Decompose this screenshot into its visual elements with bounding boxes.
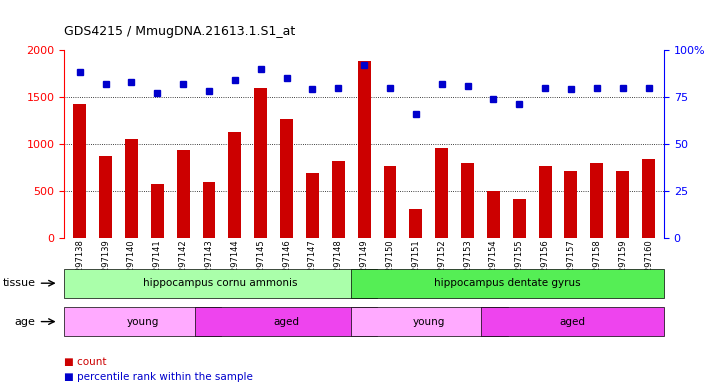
Bar [487, 191, 500, 238]
Text: GDS4215 / MmugDNA.21613.1.S1_at: GDS4215 / MmugDNA.21613.1.S1_at [64, 25, 296, 38]
Text: young: young [126, 316, 159, 327]
Text: ■ count: ■ count [64, 357, 107, 367]
Text: age: age [15, 316, 36, 327]
Bar [383, 166, 396, 238]
Bar [125, 139, 138, 238]
Bar [538, 166, 551, 238]
Text: aged: aged [560, 316, 585, 327]
Bar [306, 173, 319, 238]
Text: aged: aged [273, 316, 299, 327]
Bar [358, 61, 371, 238]
Text: hippocampus dentate gyrus: hippocampus dentate gyrus [434, 278, 581, 288]
Text: young: young [413, 316, 446, 327]
Bar [203, 182, 216, 238]
Bar [74, 104, 86, 238]
Text: ■ percentile rank within the sample: ■ percentile rank within the sample [64, 372, 253, 382]
Bar [176, 150, 190, 238]
Bar [642, 159, 655, 238]
Bar [565, 171, 578, 238]
Bar [280, 119, 293, 238]
Text: tissue: tissue [3, 278, 36, 288]
Bar [409, 209, 422, 238]
Bar [616, 171, 629, 238]
Bar [513, 199, 526, 238]
Bar [254, 88, 267, 238]
Bar [151, 184, 164, 238]
Bar [332, 161, 345, 238]
Bar [461, 163, 474, 238]
Bar [436, 148, 448, 238]
Bar [228, 132, 241, 238]
Bar [99, 156, 112, 238]
Bar [590, 163, 603, 238]
Text: hippocampus cornu ammonis: hippocampus cornu ammonis [144, 278, 298, 288]
